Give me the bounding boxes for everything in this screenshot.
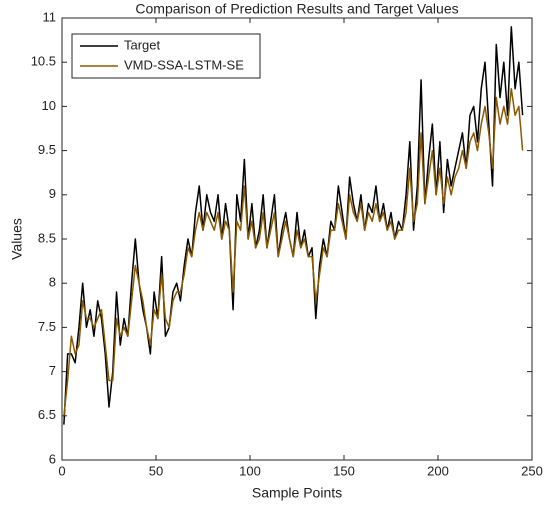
x-tick-label: 100 [239, 463, 261, 478]
y-tick-label: 9 [49, 186, 56, 201]
y-tick-label: 6.5 [38, 407, 56, 422]
x-tick-label: 150 [333, 463, 355, 478]
plot-area [62, 18, 532, 460]
y-axis-label: Values [9, 218, 25, 260]
x-tick-label: 50 [149, 463, 163, 478]
x-tick-label: 250 [521, 463, 543, 478]
y-tick-label: 10 [42, 98, 56, 113]
chart-title: Comparison of Prediction Results and Tar… [135, 1, 458, 17]
legend-label: Target [124, 37, 161, 52]
axes-box [61, 17, 533, 461]
y-tick-label: 11 [43, 9, 57, 24]
y-tick-label: 8 [49, 275, 56, 290]
y-tick-label: 9.5 [38, 142, 56, 157]
y-tick-label: 7 [49, 363, 56, 378]
legend-label: VMD-SSA-LSTM-SE [124, 57, 244, 72]
y-tick-label: 7.5 [38, 319, 56, 334]
legend-box [71, 33, 261, 79]
legend: Target VMD-SSA-LSTM-SE [71, 33, 261, 79]
y-tick-label: 6 [49, 451, 56, 466]
series-line [63, 87, 524, 416]
x-axis-label: Sample Points [252, 485, 342, 501]
y-tick-label: 8.5 [38, 230, 56, 245]
y-tick-label: 10.5 [31, 54, 56, 69]
x-tick-label: 0 [58, 463, 65, 478]
x-tick-label: 200 [427, 463, 449, 478]
